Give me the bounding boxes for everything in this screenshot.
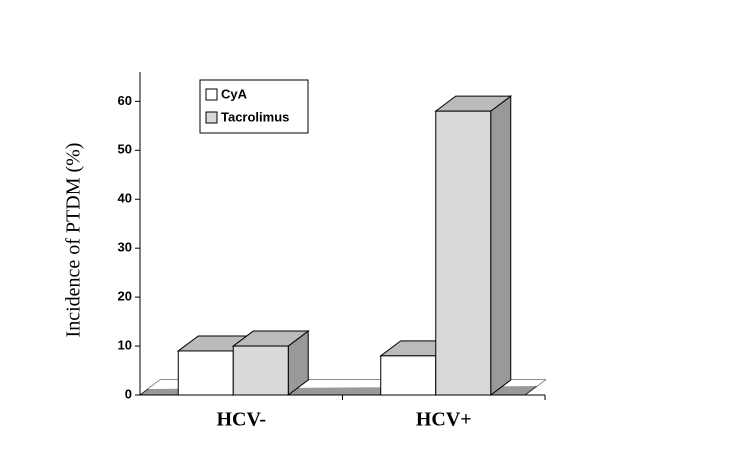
x-tick-label: HCV- <box>216 409 266 431</box>
legend-swatch <box>205 111 218 124</box>
bar <box>380 355 437 396</box>
legend-box <box>199 79 309 134</box>
legend-label: CyA <box>221 86 248 101</box>
y-tick-label: 40 <box>118 191 132 206</box>
y-tick-label: 50 <box>118 142 132 157</box>
y-tick-label: 60 <box>118 93 132 108</box>
y-tick-label: 20 <box>118 289 132 304</box>
bar <box>435 110 492 396</box>
legend-label: Tacrolimus <box>221 109 289 124</box>
bar <box>232 345 289 396</box>
y-tick-label: 0 <box>125 386 132 401</box>
y-tick-label: 30 <box>118 240 132 255</box>
bar <box>177 350 234 396</box>
x-tick-label: HCV+ <box>416 409 472 431</box>
y-axis-label: Incidence of PTDM (%) <box>63 143 85 338</box>
y-tick-label: 10 <box>118 337 132 352</box>
bar-side <box>490 95 512 396</box>
legend-swatch <box>205 88 218 101</box>
